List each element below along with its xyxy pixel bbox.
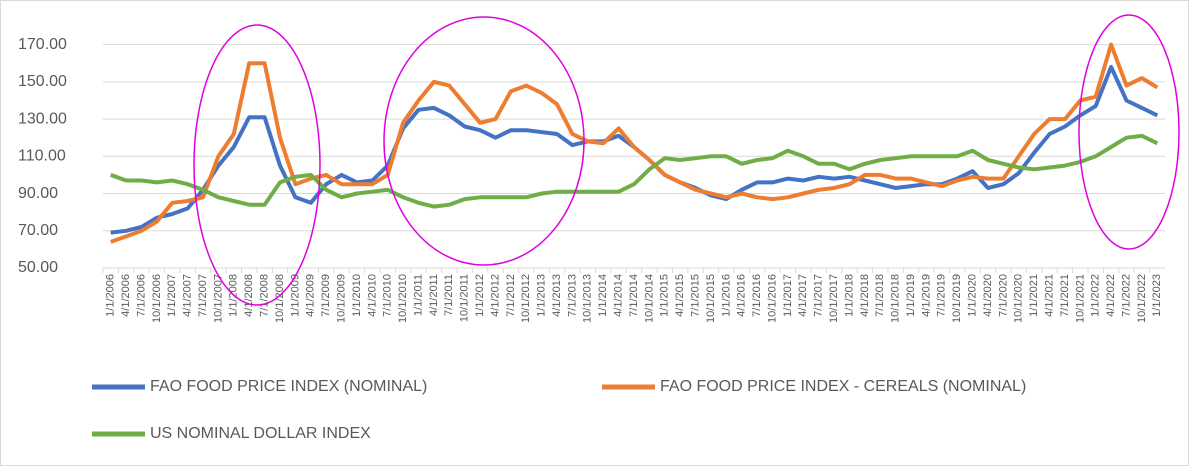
x-tick-label: 7/1/2009: [320, 274, 332, 317]
x-tick-label: 10/1/2022: [1136, 274, 1148, 323]
y-tick-label: 50.00: [18, 259, 58, 276]
x-tick-label: 7/1/2022: [1120, 274, 1132, 317]
x-tick-label: 10/1/2012: [520, 274, 532, 323]
x-tick-label: 1/1/2019: [905, 274, 917, 317]
x-tick-label: 1/1/2022: [1090, 274, 1102, 317]
x-tick-label: 10/1/2007: [212, 274, 224, 323]
x-tick-label: 1/1/2012: [474, 274, 486, 317]
x-tick-label: 1/1/2015: [659, 274, 671, 317]
y-tick-label: 110.00: [18, 148, 66, 165]
x-tick-label: 4/1/2012: [489, 274, 501, 317]
annotation-ellipse: [193, 24, 321, 306]
x-tick-label: 1/1/2018: [843, 274, 855, 317]
x-tick-label: 10/1/2018: [890, 274, 902, 323]
x-tick-label: 10/1/2019: [951, 274, 963, 323]
x-tick-label: 7/1/2017: [813, 274, 825, 317]
x-tick-label: 10/1/2016: [766, 274, 778, 323]
x-tick-label: 7/1/2016: [751, 274, 763, 317]
x-tick-label: 7/1/2008: [259, 274, 271, 317]
legend-label: US NOMINAL DOLLAR INDEX: [150, 425, 371, 442]
x-tick-label: 4/1/2014: [613, 274, 625, 317]
x-tick-label: 4/1/2013: [551, 274, 563, 317]
x-tick-label: 1/1/2013: [536, 274, 548, 317]
x-tick-label: 7/1/2011: [443, 274, 455, 316]
x-tick-label: 1/1/2010: [351, 274, 363, 317]
x-tick-label: 1/1/2016: [720, 274, 732, 317]
annotations: [193, 14, 1180, 306]
x-tick-label: 4/1/2007: [182, 274, 194, 317]
x-tick-label: 4/1/2008: [243, 274, 255, 317]
series-line: [110, 42, 1159, 244]
x-tick-label: 10/1/2010: [397, 274, 409, 323]
x-tick-label: 10/1/2008: [274, 274, 286, 323]
x-tick-label: 4/1/2010: [366, 274, 378, 317]
x-tick-label: 1/1/2009: [289, 274, 301, 317]
y-tick-label: 150.00: [18, 73, 67, 90]
x-tick-label: 1/1/2017: [782, 274, 794, 317]
x-tick-label: 7/1/2015: [689, 274, 701, 317]
x-tick-label: 7/1/2010: [382, 274, 394, 317]
x-tick-label: 4/1/2006: [120, 274, 132, 317]
x-tick-label: 4/1/2016: [736, 274, 748, 317]
x-tick-label: 7/1/2020: [997, 274, 1009, 317]
x-tick-label: 4/1/2019: [920, 274, 932, 317]
x-tick-label: 7/1/2006: [135, 274, 147, 317]
x-tick-label: 4/1/2018: [859, 274, 871, 317]
annotation-ellipse: [383, 16, 585, 266]
x-tick-label: 10/1/2006: [151, 274, 163, 323]
x-tick-label: 4/1/2022: [1105, 274, 1117, 317]
x-tick-label: 7/1/2019: [936, 274, 948, 317]
y-tick-label: 130.00: [18, 110, 67, 127]
annotation-ellipse: [1078, 14, 1180, 250]
x-tick-label: 7/1/2013: [566, 274, 578, 317]
x-tick-label: 10/1/2014: [643, 274, 655, 323]
x-tick-label: 10/1/2020: [1013, 274, 1025, 323]
legend-label: FAO FOOD PRICE INDEX - CEREALS (NOMINAL): [660, 378, 1026, 395]
x-tick-label: 4/1/2020: [982, 274, 994, 317]
x-tick-label: 4/1/2015: [674, 274, 686, 317]
plot-area: 50.00 70.00 90.00 110.00 130.00 150.00 170.00 1…: [18, 36, 1165, 442]
x-tick-label: 1/1/2021: [1028, 274, 1040, 317]
x-tick-label: 10/1/2015: [705, 274, 717, 323]
x-tick-label: 4/1/2009: [305, 274, 317, 317]
x-tick-label: 10/1/2009: [335, 274, 347, 323]
x-tick-label: 4/1/2021: [1043, 274, 1055, 317]
x-tick-label: 1/1/2011: [412, 274, 424, 316]
x-tick-label: 1/1/2014: [597, 274, 609, 317]
x-tick-label: 7/1/2012: [505, 274, 517, 317]
x-tick-label: 1/1/2023: [1151, 274, 1163, 317]
x-tick-label: 1/1/2007: [166, 274, 178, 317]
x-tick-label: 1/1/2020: [967, 274, 979, 317]
x-tick-label: 10/1/2013: [582, 274, 594, 323]
x-tick-label: 7/1/2021: [1059, 274, 1071, 317]
legend-label: FAO FOOD PRICE INDEX (NOMINAL): [150, 378, 427, 395]
x-tick-label: 10/1/2017: [828, 274, 840, 323]
x-tick-label: 4/1/2017: [797, 274, 809, 317]
x-tick-label: 1/1/2006: [105, 274, 117, 317]
x-tick-label: 4/1/2011: [428, 274, 440, 316]
x-tick-label: 7/1/2007: [197, 274, 209, 317]
series-line: [110, 133, 1159, 209]
y-tick-label: 90.00: [18, 185, 58, 202]
x-tick-label: 10/1/2021: [1074, 274, 1086, 323]
x-tick-label: 7/1/2014: [628, 274, 640, 317]
y-tick-label: 170.00: [18, 36, 67, 53]
y-tick-label: 70.00: [18, 222, 58, 239]
x-tick-label: 7/1/2018: [874, 274, 886, 317]
x-tick-label: 10/1/2011: [459, 274, 471, 322]
